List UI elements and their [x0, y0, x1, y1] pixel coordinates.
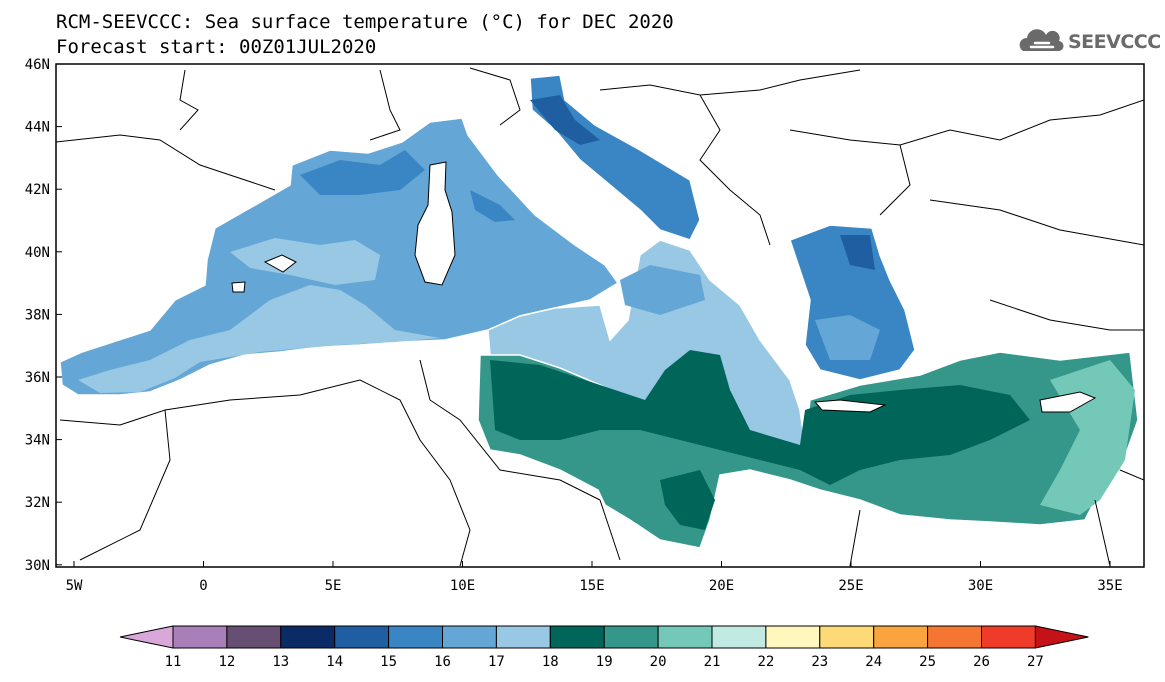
longitude-axis: 5W 0 5E 10E 15E 20E 25E 30E 35E	[66, 561, 1123, 594]
colorbar-swatch	[657, 625, 713, 649]
lat-label: 32N	[25, 495, 50, 511]
colorbar-label: 20	[650, 654, 667, 670]
colorbar-label: 22	[757, 654, 774, 670]
lon-label: 30E	[968, 578, 993, 594]
lon-label: 5E	[325, 578, 342, 594]
colorbar-swatch	[334, 625, 390, 649]
map-frame	[55, 63, 1145, 568]
colorbar-label: 23	[811, 654, 828, 670]
colorbar-label: 11	[165, 654, 182, 670]
colorbar-min-arrow	[119, 625, 174, 649]
lon-label: 35E	[1097, 578, 1122, 594]
lon-label: 20E	[709, 578, 734, 594]
lon-label: 5W	[66, 578, 83, 594]
colorbar-max-arrow	[1034, 625, 1089, 649]
colorbar-swatch	[927, 625, 982, 649]
colorbar-swatch	[280, 625, 336, 649]
corsica-sardinia	[414, 161, 456, 286]
colorbar-swatch	[603, 625, 659, 649]
colorbar-label: 16	[434, 654, 451, 670]
colorbar-swatch	[765, 625, 821, 649]
colorbar-label: 19	[596, 654, 613, 670]
lon-label: 15E	[579, 578, 604, 594]
lon-label: 0	[199, 578, 207, 594]
colorbar-label: 12	[218, 654, 235, 670]
colorbar-label: 26	[973, 654, 990, 670]
lat-label: 44N	[25, 120, 50, 136]
colorbar-swatch	[388, 625, 444, 649]
forecast-start-label: Forecast start: 00Z01JUL2020	[56, 36, 377, 58]
colorbar-swatch	[495, 625, 551, 649]
colorbar-label: 21	[704, 654, 721, 670]
latitude-axis: 46N 44N 42N 40N 38N 36N 34N 32N 30N	[25, 57, 62, 574]
colorbar-label: 25	[919, 654, 936, 670]
colorbar-swatch	[819, 625, 875, 649]
lat-label: 38N	[25, 307, 50, 323]
colorbar-label: 18	[542, 654, 559, 670]
country-borders	[56, 67, 1144, 567]
colorbar-swatch	[172, 625, 228, 649]
lat-label: 46N	[25, 57, 50, 73]
sea-aegean	[789, 224, 916, 381]
lat-label: 34N	[25, 433, 50, 449]
colorbar: 11 12 13 14 15 16 17 18 19 20 21 22 23 24 25 26 27	[119, 625, 1089, 670]
colorbar-label: 15	[380, 654, 397, 670]
colorbar-label: 14	[326, 654, 343, 670]
colorbar-label: 24	[865, 654, 882, 670]
colorbar-label: 13	[272, 654, 289, 670]
lat-label: 40N	[25, 245, 50, 261]
colorbar-swatch	[981, 625, 1036, 649]
colorbar-label: 17	[488, 654, 505, 670]
colorbar-swatch	[549, 625, 605, 649]
logo-text: SEEVCCC	[1068, 31, 1161, 53]
colorbar-swatch	[711, 625, 767, 649]
lat-label: 36N	[25, 370, 50, 386]
map-title: RCM-SEEVCCC: Sea surface temperature (°C…	[56, 11, 674, 33]
lon-label: 25E	[838, 578, 863, 594]
colorbar-swatch	[226, 625, 282, 649]
colorbar-swatch	[873, 625, 929, 649]
cloud-icon	[1019, 29, 1064, 52]
lat-label: 42N	[25, 182, 50, 198]
map-area	[56, 64, 1144, 567]
colorbar-label: 27	[1027, 654, 1044, 670]
colorbar-swatch	[442, 625, 497, 649]
lat-label: 30N	[25, 558, 50, 574]
lon-label: 10E	[450, 578, 475, 594]
